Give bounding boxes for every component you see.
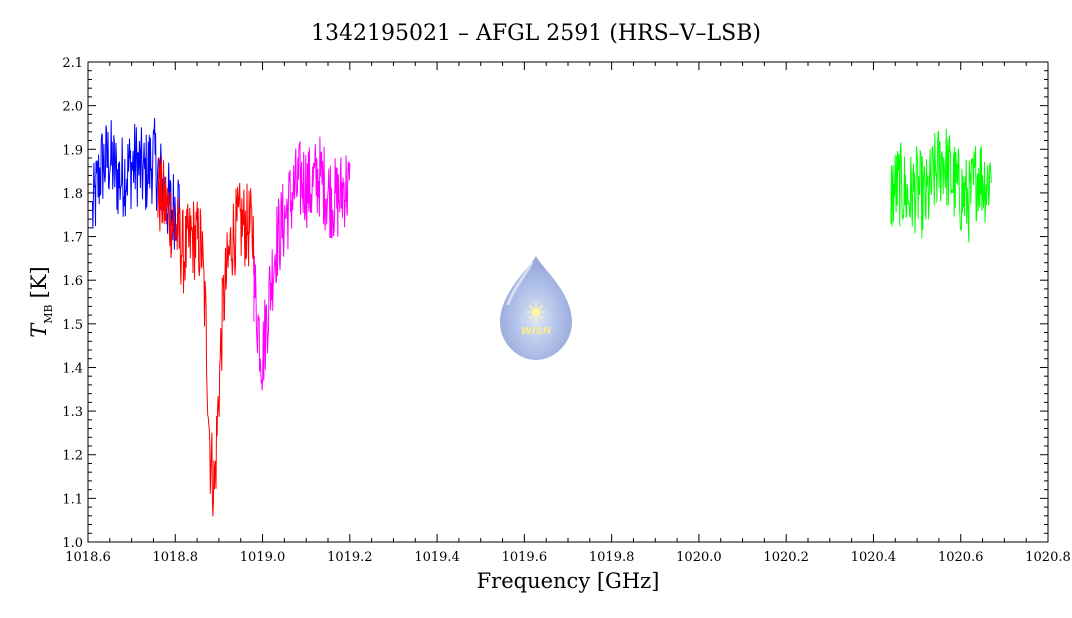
y-tick-label: 1.1 [62, 492, 83, 507]
y-tick-label: 2.0 [62, 100, 83, 115]
y-tick-label: 1.3 [62, 405, 83, 420]
y-tick-label: 1.4 [62, 361, 83, 376]
y-tick-label: 1.0 [62, 536, 83, 551]
x-tick-labels: 1018.6 1018.8 1019.0 1019.2 1019.4 1019.6 1019… [65, 550, 1071, 565]
wish-logo-text: WISH [521, 326, 552, 337]
wish-logo: WISH [500, 256, 572, 360]
series-line-2 [157, 156, 255, 517]
x-tick-label: 1020.0 [676, 550, 722, 565]
x-tick-label: 1018.8 [153, 550, 199, 565]
y-tick-label: 1.6 [62, 274, 83, 289]
x-axis-label: Frequency [GHz] [477, 569, 660, 593]
y-axis-label-subscript: MB [42, 304, 55, 323]
series-line-4 [890, 128, 992, 243]
y-axis-label-symbol: T [27, 322, 51, 338]
series-line-3 [253, 136, 351, 391]
axis-ticks [87, 61, 1049, 543]
x-tick-label: 1020.8 [1025, 550, 1071, 565]
x-tick-label: 1019.2 [327, 550, 373, 565]
y-tick-label: 1.8 [62, 187, 83, 202]
plot-frame [87, 61, 1049, 543]
chart-title: 1342195021 – AFGL 2591 (HRS–V–LSB) [311, 21, 761, 46]
series-line-1 [91, 117, 181, 250]
y-axis-label: TMB [K] [27, 266, 55, 337]
svg-text:TMB[K]: TMB [K] [27, 266, 55, 337]
y-tick-label: 1.5 [62, 318, 83, 333]
x-tick-label: 1020.4 [851, 550, 897, 565]
y-tick-label: 1.9 [62, 143, 83, 158]
y-tick-label: 1.7 [62, 231, 83, 246]
x-tick-label: 1019.4 [414, 550, 460, 565]
x-tick-label: 1018.6 [65, 550, 111, 565]
y-tick-label: 2.1 [62, 56, 83, 71]
x-tick-label: 1019.6 [502, 550, 548, 565]
y-tick-label: 1.2 [62, 449, 83, 464]
x-tick-label: 1019.8 [589, 550, 635, 565]
series-layer [91, 117, 992, 517]
x-tick-label: 1020.6 [938, 550, 984, 565]
x-tick-label: 1020.2 [763, 550, 809, 565]
y-tick-labels: 1.0 1.1 1.2 1.3 1.4 1.5 1.6 1.7 1.8 1.9 2.0 2.1 [62, 56, 83, 551]
y-axis-label-unit: [K] [27, 266, 51, 298]
x-tick-label: 1019.0 [240, 550, 286, 565]
